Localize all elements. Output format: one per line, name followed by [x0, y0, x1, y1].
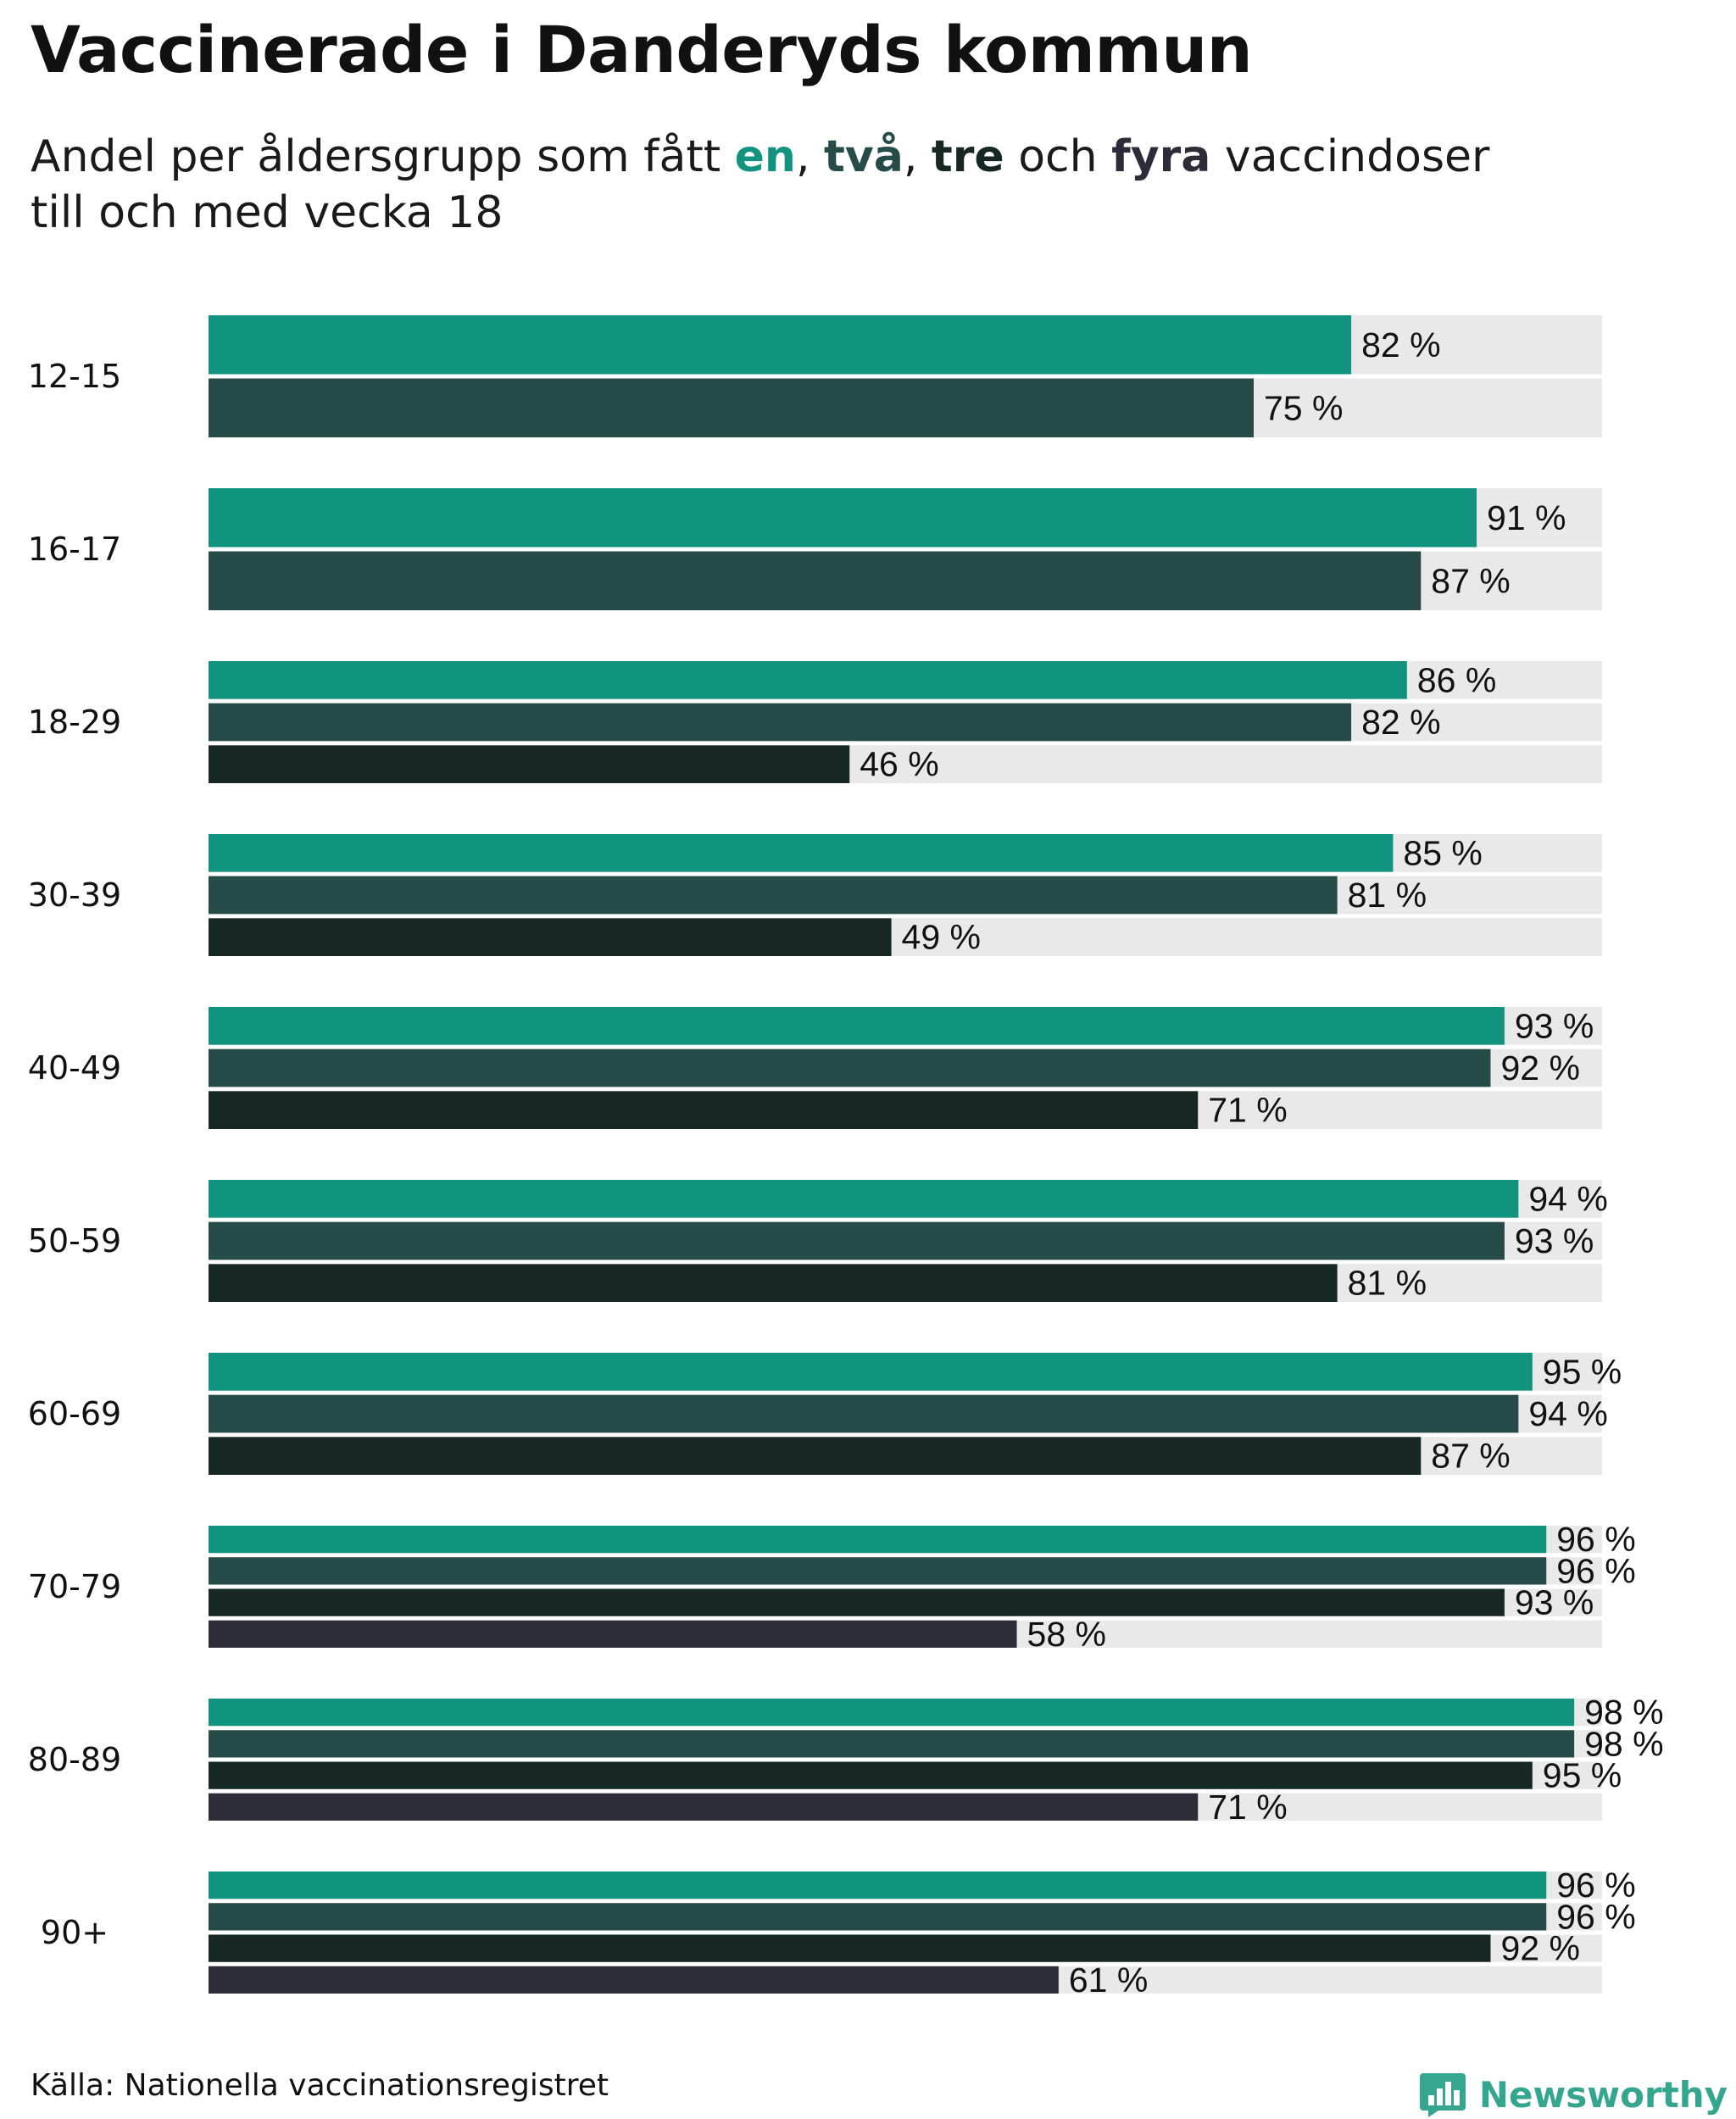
group-label: 90+	[41, 1914, 108, 1951]
bar-tre	[209, 1091, 1199, 1129]
bar-group: 50-59 94 %93 % 81 %	[28, 1179, 1608, 1302]
bar-en	[209, 1007, 1505, 1045]
bar-group: 60-69 95 %94 % 87 %	[28, 1352, 1622, 1475]
bar-två	[209, 1048, 1491, 1087]
data-label: 87 %	[1431, 561, 1510, 600]
group-label: 80-89	[28, 1741, 121, 1778]
subtitle-word-fyra: fyra	[1111, 131, 1211, 182]
bar-en	[209, 834, 1394, 872]
data-label: 82 %	[1361, 325, 1440, 364]
data-label: 95 %	[1543, 1352, 1622, 1391]
bar-group: 12-15 82 % 75 %	[28, 315, 1602, 437]
data-label: 95 %	[1543, 1756, 1622, 1795]
group-label: 18-29	[28, 704, 121, 741]
data-label: 82 %	[1361, 703, 1440, 742]
bar-en	[209, 1872, 1547, 1899]
bar-fyra	[209, 1966, 1059, 1994]
bar-två	[209, 703, 1352, 742]
subtitle-line-2: till och med vecka 18	[31, 187, 504, 238]
brand-logo: Newsworthy	[1418, 2070, 1728, 2119]
bar-två	[209, 1394, 1519, 1433]
subtitle-sep-2: ,	[903, 131, 932, 182]
group-label: 70-79	[28, 1568, 121, 1605]
subtitle-suffix: vaccindoser	[1210, 131, 1490, 182]
data-label: 98 %	[1584, 1724, 1663, 1763]
bar-två	[209, 1557, 1547, 1585]
bar-tre	[209, 745, 850, 783]
subtitle-word-tre: tre	[931, 131, 1004, 182]
data-label: 87 %	[1431, 1437, 1510, 1476]
data-label: 93 %	[1515, 1221, 1594, 1260]
bar-en	[209, 1699, 1575, 1727]
subtitle-sep-3: och	[1004, 131, 1112, 182]
group-label: 50-59	[28, 1222, 121, 1260]
bar-tre	[209, 918, 892, 956]
bar-två	[209, 876, 1338, 915]
bar-en	[209, 1353, 1533, 1391]
data-label: 85 %	[1403, 833, 1482, 872]
data-label: 71 %	[1208, 1788, 1287, 1827]
bar-group: 40-49 93 %92 % 71 %	[28, 1006, 1602, 1130]
bar-group: 90+96 %96 %92 %61 %	[41, 1866, 1636, 1999]
data-label: 46 %	[860, 745, 938, 784]
bar-en	[209, 1526, 1547, 1554]
chart-title: Vaccinerade i Danderyds kommun	[31, 12, 1253, 87]
bar-två	[209, 378, 1254, 437]
newsworthy-logo-icon	[1419, 2073, 1466, 2117]
chart-subtitle: Andel per åldersgrupp som fått en, två, …	[31, 129, 1489, 241]
data-label: 75 %	[1264, 388, 1343, 427]
data-label: 96 %	[1556, 1551, 1635, 1590]
bar-en	[209, 1180, 1519, 1218]
bar-group: 18-29 86 % 82 % 46 %	[28, 660, 1602, 784]
bar-fyra	[209, 1793, 1199, 1821]
data-label: 58 %	[1027, 1615, 1106, 1654]
data-label: 81 %	[1348, 876, 1427, 915]
bar-en	[209, 315, 1352, 375]
data-label: 94 %	[1528, 1394, 1607, 1433]
source-note: Källa: Nationella vaccinationsregistret	[31, 2068, 609, 2103]
bar-fyra	[209, 1620, 1017, 1648]
subtitle-word-tva: två	[824, 131, 904, 182]
data-label: 93 %	[1515, 1006, 1594, 1045]
brand-name: Newsworthy	[1478, 2073, 1728, 2116]
group-label: 60-69	[28, 1395, 121, 1432]
bar-två	[209, 1221, 1505, 1260]
bar-en	[209, 661, 1407, 699]
data-label: 49 %	[902, 918, 981, 957]
data-label: 98 %	[1584, 1693, 1663, 1732]
subtitle-sep-1: ,	[795, 131, 825, 182]
group-label: 16-17	[28, 531, 121, 568]
data-label: 96 %	[1556, 1520, 1635, 1559]
group-label: 30-39	[28, 876, 121, 914]
bar-en	[209, 488, 1477, 548]
bar-chart: 12-15 82 % 75 % 16-17 91 % 87 % 18-29 86 % 82 % 4…	[28, 315, 1664, 1999]
data-label: 92 %	[1500, 1929, 1579, 1968]
group-label: 40-49	[28, 1049, 121, 1087]
data-label: 91 %	[1487, 498, 1566, 537]
bar-två	[209, 1903, 1547, 1931]
subtitle-prefix: Andel per åldersgrupp som fått	[31, 131, 735, 182]
subtitle-word-en: en	[734, 131, 796, 182]
bar-tre	[209, 1437, 1422, 1475]
data-label: 96 %	[1556, 1866, 1635, 1905]
bar-group: 16-17 91 % 87 %	[28, 488, 1602, 610]
bar-tre	[209, 1761, 1533, 1789]
data-label: 81 %	[1348, 1264, 1427, 1303]
bar-två	[209, 1730, 1575, 1758]
data-label: 96 %	[1556, 1897, 1635, 1936]
data-label: 61 %	[1069, 1960, 1148, 1999]
bar-tre	[209, 1588, 1505, 1616]
bar-två	[209, 551, 1422, 610]
bar-group: 30-39 85 % 81 % 49 %	[28, 833, 1602, 957]
data-label: 86 %	[1417, 660, 1496, 699]
bar-tre	[209, 1934, 1491, 1962]
bar-tre	[209, 1264, 1338, 1302]
data-label: 71 %	[1208, 1091, 1287, 1130]
data-label: 94 %	[1528, 1179, 1607, 1218]
data-label: 93 %	[1515, 1583, 1594, 1622]
group-label: 12-15	[28, 358, 121, 395]
data-label: 92 %	[1500, 1048, 1579, 1087]
